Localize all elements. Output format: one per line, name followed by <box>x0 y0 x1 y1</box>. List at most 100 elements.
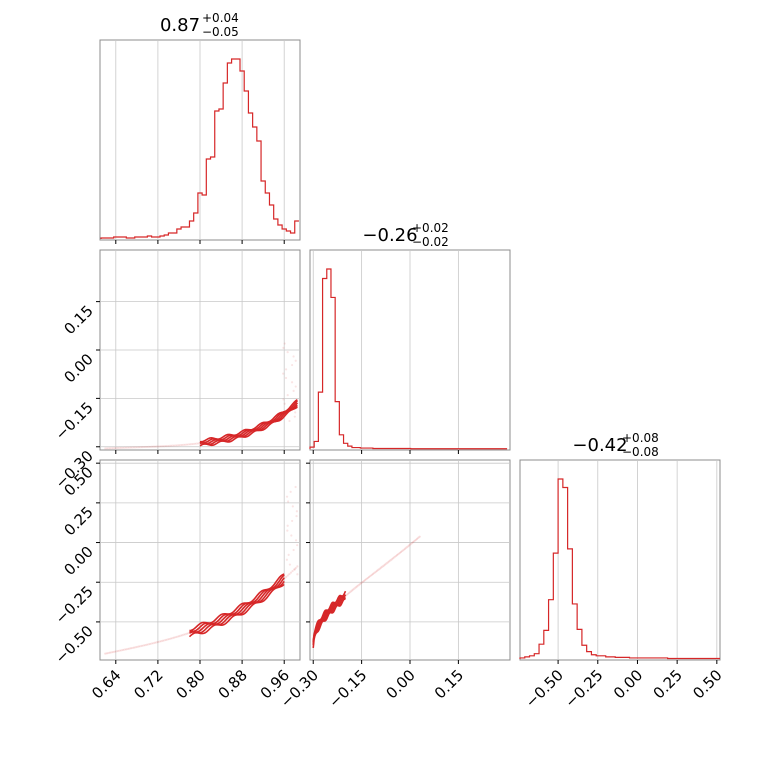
sample-point <box>296 544 299 547</box>
sample-point <box>142 644 145 647</box>
sample-point <box>163 639 166 642</box>
sample-point <box>123 446 126 449</box>
density-contour <box>199 399 298 443</box>
sample-point <box>148 642 152 646</box>
sample-point <box>153 445 156 448</box>
histogram-3 <box>519 478 720 660</box>
sample-point <box>383 563 387 566</box>
sample-point <box>161 445 164 448</box>
sample-point <box>286 351 289 354</box>
sample-point <box>126 446 129 449</box>
param-title-1: 0.87 <box>160 15 200 36</box>
sample-point <box>148 445 152 448</box>
sample-point <box>173 444 176 447</box>
x-tick-label-p2: −0.15 <box>325 666 370 711</box>
y-tick-label-p2: 0.00 <box>60 350 96 386</box>
sample-point <box>139 645 142 648</box>
x-tick-label-p2: 0.15 <box>431 666 467 702</box>
sample-point <box>134 646 137 649</box>
sample-point <box>389 559 392 562</box>
sample-point <box>176 635 179 638</box>
sample-point <box>292 355 295 358</box>
sample-point <box>192 442 195 446</box>
param-error-upper-2: +0.02 <box>412 221 449 235</box>
sample-point <box>134 446 137 449</box>
sample-point <box>406 545 409 548</box>
sample-point <box>288 563 292 566</box>
sample-point <box>292 389 295 392</box>
hist-panel-content-1 <box>100 40 299 240</box>
sample-point <box>409 543 412 546</box>
sample-point <box>128 446 131 449</box>
sample-point <box>105 652 108 655</box>
sample-point <box>375 569 379 572</box>
sample-point <box>288 572 291 576</box>
sample-point <box>158 445 161 448</box>
sample-point <box>348 591 351 594</box>
sample-point <box>112 447 115 450</box>
param-title-2: −0.26 <box>362 225 417 246</box>
sample-point <box>181 634 184 637</box>
sample-point <box>286 574 289 577</box>
x-tick-label-p3: 0.25 <box>650 666 686 702</box>
sample-point <box>145 643 148 646</box>
sample-point <box>283 402 286 405</box>
sample-point <box>197 442 200 445</box>
sample-point <box>415 537 419 540</box>
param-error-lower-3: −0.08 <box>622 445 659 459</box>
sample-point <box>126 647 129 651</box>
sample-point <box>144 445 147 449</box>
sample-point <box>294 566 297 570</box>
histogram-2 <box>309 268 508 450</box>
sample-point <box>391 557 395 560</box>
sample-point <box>171 444 174 447</box>
sample-point <box>129 446 132 449</box>
sample-point <box>292 548 295 552</box>
sample-point <box>110 651 113 654</box>
sample-point <box>105 447 108 450</box>
x-tick-label-p1: 0.88 <box>215 666 251 702</box>
sample-point <box>121 648 124 652</box>
sample-point <box>120 649 123 652</box>
sample-point <box>182 633 185 636</box>
sample-point <box>124 446 128 449</box>
sample-point <box>184 633 187 636</box>
sample-point <box>171 637 174 640</box>
y-tick-label-p3: −0.25 <box>52 582 97 627</box>
y-tick-label-p2: −0.15 <box>52 398 97 443</box>
histogram-1 <box>100 58 299 239</box>
sample-point <box>155 445 158 448</box>
sample-point <box>290 534 293 537</box>
sample-point <box>286 524 289 527</box>
sample-point <box>187 443 190 446</box>
sample-point <box>160 640 163 643</box>
sample-point <box>132 446 136 449</box>
sample-point <box>136 446 139 449</box>
sample-point <box>382 564 385 567</box>
sample-point <box>398 551 401 555</box>
sample-point <box>387 560 391 563</box>
density-contour <box>312 598 346 649</box>
sample-point <box>407 544 411 547</box>
sample-point <box>296 573 299 576</box>
x-tick-label-p3: 0.00 <box>610 666 646 702</box>
sample-point <box>293 568 296 571</box>
sample-point <box>156 445 160 448</box>
sample-point <box>104 652 107 655</box>
sample-point <box>185 443 189 446</box>
sample-point <box>381 565 384 568</box>
sample-point <box>288 419 291 423</box>
sample-point <box>108 651 112 654</box>
sample-point <box>413 540 416 543</box>
sample-point <box>402 548 405 551</box>
sample-point <box>129 647 132 650</box>
sample-point <box>136 645 139 648</box>
sample-point <box>291 363 294 367</box>
sample-point <box>168 444 171 447</box>
sample-point <box>115 650 118 653</box>
sample-point <box>366 576 369 580</box>
sample-point <box>368 575 371 579</box>
y-tick-label-p2: 0.15 <box>60 302 96 338</box>
sample-point <box>185 632 189 635</box>
param-error-upper-3: +0.08 <box>622 431 659 445</box>
